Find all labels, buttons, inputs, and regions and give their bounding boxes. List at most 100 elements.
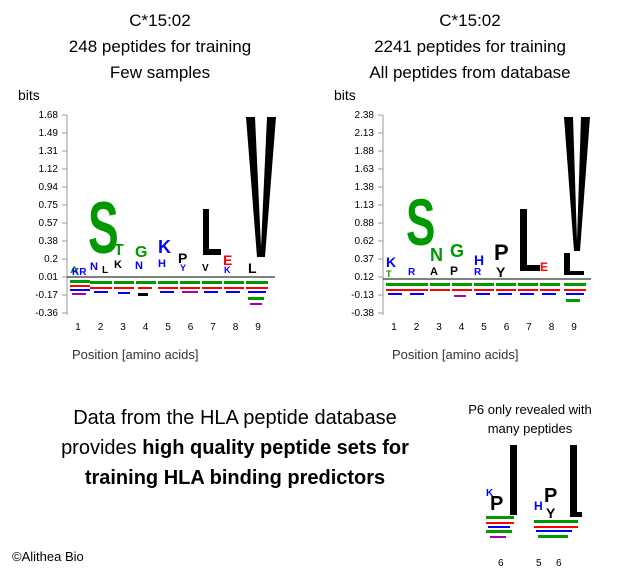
zoom-left-insert: P K 6 xyxy=(486,445,517,569)
svg-text:P: P xyxy=(178,250,187,266)
right-ytick-4: 1.38 xyxy=(355,182,375,193)
right-ytick-8: 0.37 xyxy=(355,254,375,265)
copyright: ©Alithea Bio xyxy=(12,549,84,564)
left-xlabel: Position [amino acids] xyxy=(72,347,198,362)
right-ytick-5: 1.13 xyxy=(355,200,375,211)
svg-text:T: T xyxy=(114,242,124,259)
svg-text:T: T xyxy=(386,269,392,279)
right-ytick-3: 1.63 xyxy=(355,164,375,175)
left-xtick-1: 2 xyxy=(98,322,104,333)
side-note-line-2: many peptides xyxy=(487,421,573,436)
left-pos1-stack: A KR xyxy=(70,265,90,295)
side-note-line-1: P6 only revealed with xyxy=(468,402,592,417)
svg-text:Y: Y xyxy=(546,505,556,521)
right-ytick-0: 2.38 xyxy=(355,110,375,121)
right-xtick-5: 6 xyxy=(504,322,510,333)
left-header: C*15:02 248 peptides for training Few sa… xyxy=(40,8,280,86)
left-ytick-7: 0.38 xyxy=(39,236,59,247)
right-xtick-8: 9 xyxy=(571,322,577,333)
right-xtick-4: 5 xyxy=(481,322,487,333)
left-bits-label: bits xyxy=(18,87,40,103)
right-ytick-6: 0.88 xyxy=(355,218,375,229)
svg-text:A: A xyxy=(70,265,79,276)
svg-text:S: S xyxy=(406,185,435,259)
left-subtitle: 248 peptides for training xyxy=(68,37,252,56)
right-ytick-10: -0.13 xyxy=(351,290,374,301)
svg-text:R: R xyxy=(408,267,416,278)
svg-text:K: K xyxy=(224,265,231,275)
zoom-right-tick-6: 6 xyxy=(556,558,562,569)
svg-text:A: A xyxy=(430,266,438,278)
right-title: C*15:02 xyxy=(439,11,501,30)
svg-text:P: P xyxy=(450,264,458,278)
right-xtick-3: 4 xyxy=(459,322,465,333)
left-xtick-7: 8 xyxy=(233,322,239,333)
left-ytick-9: 0.01 xyxy=(39,272,59,283)
svg-text:R: R xyxy=(474,267,482,278)
right-note: All peptides from database xyxy=(369,63,571,82)
svg-text:Y: Y xyxy=(496,264,506,280)
svg-text:Y: Y xyxy=(180,263,186,273)
svg-text:E: E xyxy=(223,252,232,268)
left-ytick-1: 1.49 xyxy=(39,128,59,139)
svg-text:P: P xyxy=(544,485,557,507)
right-ytick-11: -0.38 xyxy=(351,308,374,319)
right-xtick-7: 8 xyxy=(549,322,555,333)
side-note: P6 only revealed with many peptides xyxy=(450,400,610,438)
left-title: C*15:02 xyxy=(129,11,191,30)
left-ytick-4: 0.94 xyxy=(39,182,59,193)
left-sequence-logo: 1.68 1.49 1.31 1.12 0.94 0.75 0.57 0.38 0.2 0.01 -… xyxy=(35,110,276,362)
zoomed-inserts: P K 6 P Y H 5 6 xyxy=(486,445,582,569)
svg-text:G: G xyxy=(135,244,147,261)
right-bits-label: bits xyxy=(334,87,356,103)
svg-text:L: L xyxy=(102,265,108,276)
svg-text:H: H xyxy=(158,258,166,270)
svg-text:K: K xyxy=(114,259,122,271)
left-ytick-0: 1.68 xyxy=(39,110,59,121)
caption-line-3-bold: training HLA binding predictors xyxy=(84,467,386,489)
zoom-right-insert: P Y H 5 6 xyxy=(534,445,582,569)
caption-line-1: Data from the HLA peptide database xyxy=(73,407,397,429)
svg-text:G: G xyxy=(450,241,464,261)
left-xtick-3: 4 xyxy=(143,322,149,333)
svg-text:N: N xyxy=(90,261,98,273)
svg-text:N: N xyxy=(430,245,443,265)
svg-text:KR: KR xyxy=(72,267,87,278)
svg-text:H: H xyxy=(474,252,484,268)
svg-text:L: L xyxy=(248,260,257,276)
right-header: C*15:02 2241 peptides for training All p… xyxy=(340,8,600,86)
caption-line-2: provides high quality peptide sets for xyxy=(30,433,440,463)
caption-line-2-plain: provides xyxy=(61,437,143,459)
svg-text:K: K xyxy=(386,254,396,270)
left-xtick-0: 1 xyxy=(75,322,81,333)
svg-text:H: H xyxy=(534,499,543,513)
svg-text:S: S xyxy=(88,187,119,270)
right-ytick-7: 0.62 xyxy=(355,236,375,247)
svg-text:K: K xyxy=(158,237,171,257)
left-ytick-5: 0.75 xyxy=(39,200,59,211)
right-ytick-1: 2.13 xyxy=(355,128,375,139)
left-xtick-5: 6 xyxy=(188,322,194,333)
right-ytick-9: 0.12 xyxy=(355,272,375,283)
right-ytick-2: 1.88 xyxy=(355,146,375,157)
caption: Data from the HLA peptide database provi… xyxy=(30,403,440,493)
right-xtick-6: 7 xyxy=(526,322,532,333)
left-xtick-8: 9 xyxy=(255,322,261,333)
left-ytick-6: 0.57 xyxy=(39,218,59,229)
left-note: Few samples xyxy=(109,63,211,82)
left-xtick-4: 5 xyxy=(165,322,171,333)
left-xtick-2: 3 xyxy=(120,322,126,333)
right-xtick-0: 1 xyxy=(391,322,397,333)
svg-text:P: P xyxy=(490,493,503,515)
left-ytick-10: -0.17 xyxy=(35,290,58,301)
right-xtick-1: 2 xyxy=(414,322,420,333)
svg-text:K: K xyxy=(486,488,494,499)
left-ytick-8: 0.2 xyxy=(44,254,58,265)
zoom-right-tick-5: 5 xyxy=(536,558,542,569)
svg-text:N: N xyxy=(135,260,143,272)
caption-line-2-bold: high quality peptide sets for xyxy=(142,437,409,459)
right-sequence-logo: 2.38 2.13 1.88 1.63 1.38 1.13 0.88 0.62 0.37 0.12… xyxy=(351,110,591,362)
caption-line-3: training HLA binding predictors xyxy=(30,463,440,493)
right-xlabel: Position [amino acids] xyxy=(392,347,518,362)
left-xtick-6: 7 xyxy=(210,322,216,333)
